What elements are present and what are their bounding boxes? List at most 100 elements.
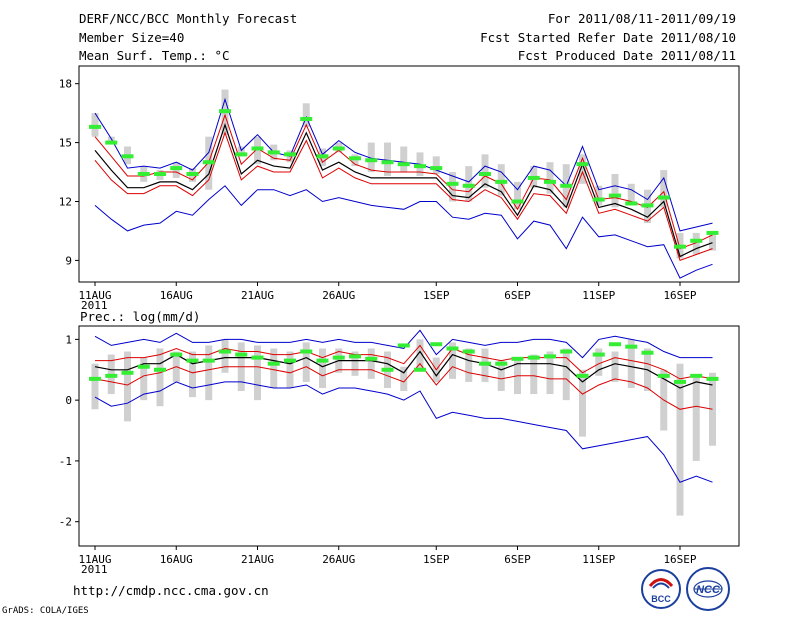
- x-tick-label: 16AUG: [160, 553, 193, 566]
- median-marker: [251, 146, 264, 151]
- median-marker: [202, 160, 215, 165]
- plot-frame: [78, 65, 740, 283]
- ensemble-range-box: [514, 181, 521, 210]
- x-tick-label: 11SEP: [582, 553, 615, 566]
- median-marker: [446, 181, 459, 186]
- x-tick-label: 21AUG: [241, 289, 274, 302]
- ensemble-range-box: [270, 348, 278, 388]
- median-marker: [462, 349, 475, 354]
- y-tick-label: -1: [59, 455, 72, 468]
- ncc-logo: NCC: [686, 567, 730, 611]
- median-marker: [706, 230, 719, 235]
- median-marker: [592, 197, 605, 202]
- median-marker: [284, 358, 296, 363]
- fcst-produced-date: Fcst Produced Date 2011/08/11: [517, 48, 736, 63]
- median-marker: [625, 344, 638, 349]
- median-marker: [657, 195, 670, 200]
- series-line-max: [94, 329, 713, 359]
- ensemble-range-box: [140, 357, 148, 401]
- median-marker: [316, 358, 329, 363]
- median-marker: [300, 117, 313, 122]
- median-marker: [657, 373, 670, 378]
- median-marker: [625, 201, 638, 206]
- ensemble-range-box: [237, 146, 245, 157]
- fcst-started-date: Fcst Started Refer Date 2011/08/10: [480, 30, 736, 45]
- ensemble-range-box: [91, 363, 99, 410]
- ensemble-range-box: [530, 354, 538, 395]
- plot-frame: [78, 325, 740, 547]
- bcc-logo: BCC: [641, 569, 681, 609]
- ensemble-range-box: [400, 146, 408, 173]
- series-line-min: [94, 185, 713, 279]
- ensemble-range-box: [627, 339, 635, 388]
- median-marker: [219, 349, 231, 354]
- ensemble-range-box: [205, 345, 213, 401]
- median-marker: [381, 367, 394, 372]
- ensemble-range-box: [627, 183, 635, 206]
- series-line-lower: [94, 362, 713, 410]
- year-label: 2011: [81, 299, 108, 312]
- ensemble-range-box: [579, 369, 586, 437]
- median-marker: [121, 370, 134, 375]
- series-line-lower: [94, 131, 713, 262]
- ensemble-range-box: [189, 351, 196, 398]
- median-marker: [89, 376, 101, 381]
- series-line-min: [94, 381, 713, 483]
- median-marker: [479, 172, 491, 176]
- year-label: 2011: [81, 563, 108, 576]
- median-marker: [479, 361, 491, 366]
- median-marker: [414, 367, 426, 372]
- median-marker: [576, 373, 589, 378]
- median-marker: [332, 355, 345, 360]
- median-marker: [316, 154, 329, 159]
- median-marker: [284, 152, 296, 157]
- median-marker: [430, 166, 443, 171]
- ensemble-range-box: [692, 232, 700, 255]
- ensemble-range-box: [302, 342, 310, 382]
- precip-panel-title: Prec.: log(mm/d): [80, 309, 201, 324]
- ensemble-range-box: [546, 351, 554, 395]
- chart-panel-precipitation: -2 -1 0 1 11AUG 16AUG 21AUG 26AUG 1SEP 6SEP 11SEP 1…: [59, 325, 740, 576]
- y-tick-label: 1: [65, 333, 72, 346]
- median-marker: [267, 150, 280, 155]
- median-marker: [511, 356, 524, 361]
- ensemble-range-box: [546, 162, 554, 194]
- ensemble-range-box: [709, 230, 716, 251]
- x-tick-label: 6SEP: [504, 553, 531, 566]
- median-marker: [560, 349, 573, 354]
- median-marker: [332, 146, 345, 151]
- forecast-title: DERF/NCC/BCC Monthly Forecast: [79, 11, 298, 26]
- ensemble-range-box: [254, 345, 261, 401]
- ensemble-range-box: [286, 351, 294, 388]
- y-tick-label: 12: [59, 195, 72, 208]
- ensemble-range-box: [692, 375, 700, 461]
- ensemble-range-box: [676, 363, 684, 516]
- x-tick-label: 11AUG: [78, 553, 111, 566]
- ensemble-range-box: [595, 185, 603, 206]
- median-marker: [186, 358, 199, 363]
- ensemble-range-box: [562, 348, 570, 401]
- ensemble-range-box: [124, 351, 131, 422]
- x-tick-label: 26AUG: [322, 289, 355, 302]
- median-marker: [527, 175, 540, 180]
- median-marker: [527, 355, 540, 360]
- median-marker: [154, 367, 166, 372]
- median-marker: [154, 172, 166, 176]
- ensemble-range-box: [384, 142, 391, 176]
- ensemble-range-box: [660, 170, 668, 208]
- median-marker: [137, 364, 150, 369]
- series-line-mean: [94, 122, 713, 258]
- x-tick-label: 11AUG: [78, 289, 111, 302]
- median-marker: [511, 199, 524, 204]
- ensemble-range-box: [367, 348, 375, 379]
- x-tick-label: 11SEP: [582, 289, 615, 302]
- variable-label: Mean Surf. Temp.: °C: [79, 48, 230, 63]
- median-marker: [674, 244, 686, 249]
- ensemble-range-box: [319, 348, 326, 388]
- source-url[interactable]: http://cmdp.ncc.cma.gov.cn: [73, 583, 269, 598]
- median-marker: [267, 361, 280, 366]
- median-marker: [641, 350, 654, 355]
- member-size: Member Size=40: [79, 30, 185, 45]
- ensemble-range-box: [302, 103, 310, 127]
- ensemble-range-box: [449, 172, 456, 202]
